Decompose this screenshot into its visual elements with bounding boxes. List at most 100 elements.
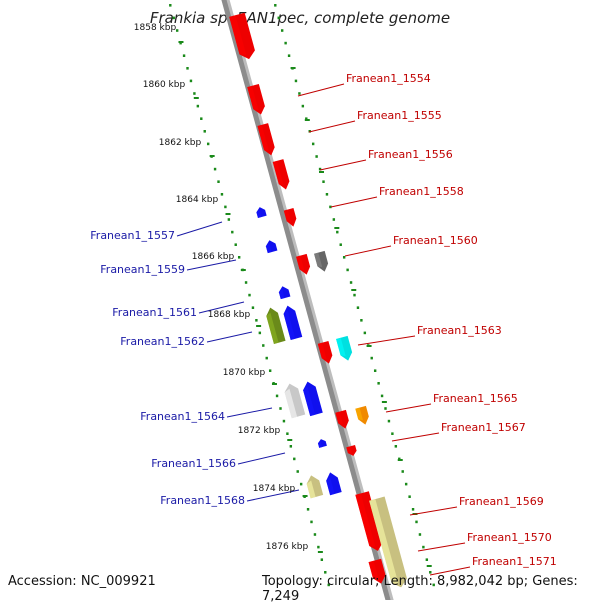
- forward-track-dot: [360, 319, 363, 322]
- forward-track-dot: [277, 16, 280, 20]
- gene-label-reverse[interactable]: Franean1_1562: [120, 335, 205, 348]
- kbp-tick-label: 1870 kbp: [223, 368, 266, 378]
- gene-arrow[interactable]: [247, 83, 266, 116]
- gene-arrow[interactable]: [255, 206, 267, 219]
- gene-arrow-highlight: [314, 252, 323, 268]
- gene-label-forward[interactable]: Franean1_1555: [357, 109, 442, 122]
- gene-arrow-highlight: [272, 160, 284, 186]
- forward-leader-line: [357, 335, 416, 346]
- forward-leader-line: [391, 432, 440, 442]
- forward-track-dot: [294, 79, 298, 83]
- reverse-track-dot: [293, 457, 296, 461]
- accession-text: Accession: NC_009921: [8, 574, 156, 589]
- gene-label-reverse[interactable]: Franean1_1557: [90, 229, 175, 242]
- gene-arrow[interactable]: [282, 304, 303, 340]
- gene-arrow[interactable]: [355, 405, 370, 426]
- gene-arrow[interactable]: [264, 306, 286, 344]
- gene-arrow-highlight: [257, 124, 269, 151]
- gene-label-reverse[interactable]: Franean1_1559: [100, 263, 185, 276]
- gene-label-forward[interactable]: Franean1_1558: [379, 185, 464, 198]
- forward-track-dot: [391, 432, 394, 435]
- gene-arrow[interactable]: [346, 444, 357, 457]
- kbp-tick-label: 1866 kbp: [192, 252, 235, 262]
- gene-arrow-highlight: [336, 337, 346, 357]
- gene-label-forward[interactable]: Franean1_1563: [417, 324, 502, 337]
- forward-track-dot: [398, 457, 401, 461]
- label-leaders: [176, 83, 471, 576]
- reverse-track-dot: [203, 130, 206, 133]
- reverse-track-dot: [213, 167, 217, 171]
- kbp-tick-label: 1876 kbp: [266, 542, 309, 552]
- gene-label-forward[interactable]: Franean1_1571: [472, 555, 557, 568]
- gene-arrow-highlight: [317, 342, 327, 360]
- reverse-leader-line: [226, 407, 273, 418]
- forward-track-dot: [401, 470, 404, 473]
- forward-leader-line: [344, 245, 392, 257]
- reverse-track-dot: [237, 256, 241, 259]
- gene-arrow[interactable]: [324, 471, 342, 496]
- gene-arrow[interactable]: [283, 208, 298, 228]
- reverse-track-dot: [251, 306, 255, 309]
- gene-arrow[interactable]: [368, 558, 388, 586]
- gene-label-reverse[interactable]: Franean1_1568: [160, 494, 245, 507]
- gene-arrow[interactable]: [272, 159, 292, 191]
- reverse-track-dot: [200, 117, 203, 120]
- forward-track-dot: [308, 130, 311, 133]
- reverse-track-dot: [224, 205, 227, 209]
- forward-track-dot: [370, 356, 373, 360]
- reverse-leader-line: [206, 331, 253, 343]
- gene-arrow[interactable]: [317, 340, 334, 365]
- gene-arrow-highlight: [355, 407, 364, 421]
- forward-track-dot: [311, 142, 315, 146]
- gene-labels: Franean1_1554 Franean1_1555 Franean1_1556 F…: [90, 72, 556, 568]
- reverse-leader-line: [237, 452, 286, 465]
- gene-arrow-highlight: [303, 386, 316, 417]
- gene-arrow[interactable]: [257, 123, 276, 157]
- gene-arrow-highlight: [229, 15, 247, 55]
- gene-arrow[interactable]: [296, 253, 312, 276]
- forward-leader-line: [319, 159, 367, 171]
- gene-arrow[interactable]: [229, 12, 257, 62]
- gene-label-reverse[interactable]: Franean1_1564: [140, 410, 225, 423]
- forward-track-dot: [353, 293, 356, 297]
- forward-track-dot: [332, 218, 336, 221]
- reverse-track-dot: [234, 243, 237, 246]
- reverse-track-dot: [258, 331, 262, 335]
- gene-arrow[interactable]: [355, 491, 384, 553]
- gene-label-forward[interactable]: Franean1_1569: [459, 495, 544, 508]
- gene-label-forward[interactable]: Franean1_1567: [441, 421, 526, 434]
- gene-arrow-highlight: [296, 255, 305, 271]
- reverse-track-dot: [227, 218, 231, 221]
- reverse-track-dot: [262, 344, 265, 347]
- gene-label-forward[interactable]: Franean1_1570: [467, 531, 552, 544]
- forward-track-dot: [318, 167, 322, 171]
- forward-track-dot: [404, 482, 408, 486]
- forward-track-dot: [315, 155, 318, 158]
- gene-arrow[interactable]: [283, 382, 306, 419]
- reverse-track-dot: [320, 558, 324, 561]
- forward-track-dot: [305, 117, 308, 120]
- gene-arrow[interactable]: [305, 474, 324, 499]
- gene-arrow[interactable]: [265, 239, 278, 254]
- gene-arrow[interactable]: [314, 250, 330, 273]
- reverse-track-dot: [324, 571, 327, 574]
- forward-track-dot: [411, 508, 415, 511]
- gene-arrow[interactable]: [317, 438, 327, 448]
- gene-arrow[interactable]: [301, 380, 323, 417]
- gene-label-forward[interactable]: Franean1_1560: [393, 234, 478, 247]
- gene-arrow[interactable]: [335, 409, 350, 430]
- reverse-track-dot: [244, 281, 248, 284]
- forward-track-dot: [301, 104, 305, 108]
- gene-arrow[interactable]: [369, 496, 409, 590]
- reverse-track-dot: [175, 29, 179, 32]
- gene-label-forward[interactable]: Franean1_1554: [346, 72, 431, 85]
- gene-arrow[interactable]: [278, 285, 291, 300]
- reverse-track-dot: [217, 180, 220, 183]
- gene-label-forward[interactable]: Franean1_1556: [368, 148, 453, 161]
- gene-label-reverse[interactable]: Franean1_1566: [151, 457, 236, 470]
- gene-label-reverse[interactable]: Franean1_1561: [112, 306, 197, 319]
- gene-label-forward[interactable]: Franean1_1565: [433, 392, 518, 405]
- gene-arrow[interactable]: [336, 335, 354, 362]
- forward-leader-line: [409, 506, 458, 516]
